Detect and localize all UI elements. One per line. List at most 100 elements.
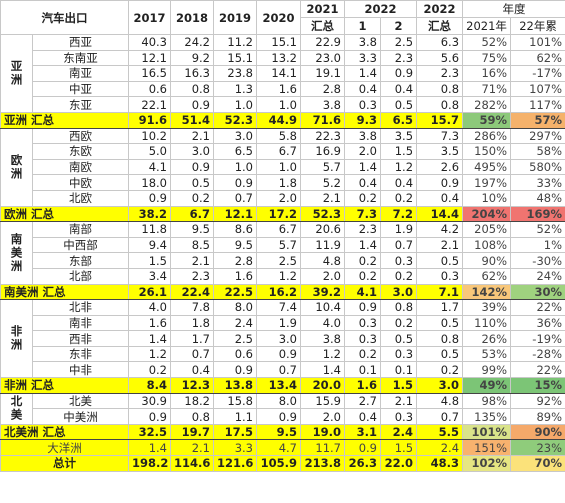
cell: 108% bbox=[462, 236, 512, 254]
cell: 16.3 bbox=[170, 65, 214, 82]
cell: 121.6 bbox=[213, 455, 257, 472]
cell: 114.6 bbox=[170, 455, 214, 472]
cell: 7.3 bbox=[344, 205, 381, 223]
cell: 2.4 bbox=[416, 439, 464, 457]
cell: 0.3 bbox=[416, 267, 464, 285]
cell: 2.0 bbox=[344, 143, 381, 160]
cell: 205% bbox=[462, 221, 512, 238]
total-row: 总计 198.2 114.6 121.6 105.9 213.8 26.3 22.0 48.3 1… bbox=[0, 455, 565, 472]
cell: 2.8 bbox=[213, 252, 257, 269]
cell: 286% bbox=[462, 127, 512, 145]
cell: 7.1 bbox=[416, 283, 464, 301]
cell: 1.8 bbox=[170, 314, 214, 332]
cell: 4.1 bbox=[128, 158, 171, 176]
cell: 0.2 bbox=[344, 189, 381, 207]
cell: 1.0 bbox=[213, 158, 257, 176]
cell: 22.5 bbox=[213, 283, 257, 301]
cell: 10.4 bbox=[300, 299, 345, 316]
cell: 8.6 bbox=[213, 221, 257, 238]
data-row: 东非 1.2 0.7 0.6 0.9 1.2 0.2 0.3 0.5 53% -28% bbox=[1, 345, 565, 363]
cell: 0.4 bbox=[170, 361, 214, 379]
cell: 0.9 bbox=[170, 96, 214, 113]
cell: 5.6 bbox=[416, 49, 464, 67]
cell: 213.8 bbox=[300, 455, 345, 472]
cell: 0.8 bbox=[170, 80, 214, 98]
cell: 18.2 bbox=[170, 392, 214, 410]
cell: 0.4 bbox=[416, 189, 464, 207]
cell: 16.9 bbox=[300, 143, 345, 160]
cell: 495% bbox=[462, 158, 512, 176]
cell: 1.2 bbox=[256, 267, 301, 285]
year: 2022 bbox=[416, 0, 464, 18]
cell: 0.5 bbox=[416, 252, 464, 269]
cell: 3.8 bbox=[300, 330, 345, 347]
cell: 1.6 bbox=[213, 267, 257, 285]
row-name: 东欧 bbox=[32, 143, 129, 160]
cell: 2.1 bbox=[379, 392, 418, 410]
cell: 10% bbox=[462, 189, 512, 207]
cell: 19.1 bbox=[300, 65, 345, 82]
cell: 101% bbox=[462, 423, 512, 441]
cell: 71% bbox=[462, 80, 512, 98]
cell: 0.7 bbox=[213, 189, 257, 207]
row-name: 东部 bbox=[32, 252, 129, 269]
row-name: 总计 bbox=[0, 455, 129, 472]
cell: 2.4 bbox=[213, 314, 257, 332]
cell: 10.2 bbox=[128, 127, 171, 145]
data-row: 亚洲 西亚 40.3 24.2 11.2 15.1 22.9 3.8 2.5 6.3 52% 101% bbox=[0, 34, 565, 113]
cell: 0.2 bbox=[344, 345, 381, 363]
cell: 52.3 bbox=[300, 205, 345, 223]
data-row: 北部 3.4 2.3 1.6 1.2 2.0 0.2 0.2 0.3 62% 24% bbox=[1, 267, 565, 285]
export-table: 汽车出口 2017 2018 2019 2020 2021 2022 2022 … bbox=[0, 0, 565, 472]
data-row: 北美 北美 30.9 18.2 15.8 8.0 15.9 2.7 2.1 4.8 98% 92% bbox=[0, 392, 565, 425]
cell: 0.6 bbox=[128, 80, 171, 98]
cell: 22.9 bbox=[300, 34, 345, 51]
cell: 16.2 bbox=[256, 283, 301, 301]
cell: 0.5 bbox=[170, 174, 214, 191]
cell: 0.8 bbox=[379, 299, 418, 316]
cell: 2.3 bbox=[416, 65, 464, 82]
cell: 1.4 bbox=[128, 330, 171, 347]
cell: 1.9 bbox=[379, 221, 418, 238]
data-row: 东部 1.5 2.1 2.8 2.5 4.8 0.2 0.3 0.5 90% -30% bbox=[1, 252, 565, 269]
cell: 15.8 bbox=[213, 392, 257, 410]
cell: 3.3 bbox=[344, 49, 381, 67]
cell: 14.1 bbox=[256, 65, 301, 82]
cell: 0.8 bbox=[416, 80, 464, 98]
cell: 0.7 bbox=[170, 345, 214, 363]
data-row: 中美洲 0.9 0.8 1.1 0.9 2.0 0.4 0.3 0.7 135% 89% bbox=[1, 408, 565, 425]
cell: 1.9 bbox=[256, 314, 301, 332]
row-name: 大洋洲 bbox=[0, 439, 129, 457]
row-name: 南亚 bbox=[32, 65, 129, 82]
cell: 4.8 bbox=[416, 392, 464, 410]
cell: 98% bbox=[462, 392, 512, 410]
cell: 4.2 bbox=[416, 221, 464, 238]
cell: 5.7 bbox=[256, 236, 301, 254]
cell: 0.3 bbox=[379, 252, 418, 269]
cell: 53% bbox=[462, 345, 512, 363]
cell: 3.0 bbox=[416, 377, 464, 394]
cell: 9.5 bbox=[256, 423, 301, 441]
cell: 49% bbox=[462, 377, 512, 394]
cell: 0.3 bbox=[344, 96, 381, 113]
cell: 18.0 bbox=[128, 174, 171, 191]
cell: 1.4 bbox=[344, 236, 381, 254]
cell: 1% bbox=[510, 236, 565, 254]
oceania-row: 大洋洲 1.4 2.1 3.3 4.7 11.7 0.9 1.5 2.4 151% 23% bbox=[0, 439, 565, 457]
cell: 19.7 bbox=[170, 423, 214, 441]
cell: 2.7 bbox=[344, 392, 381, 410]
cell: 0.9 bbox=[379, 65, 418, 82]
cell: 16% bbox=[462, 65, 512, 82]
annual-sub: 2021年 bbox=[462, 17, 512, 35]
cell: 3.1 bbox=[344, 423, 381, 441]
cell: 89% bbox=[510, 408, 565, 425]
row-name: 中欧 bbox=[32, 174, 129, 191]
cell: 0.2 bbox=[344, 252, 381, 269]
cell: 0.4 bbox=[344, 174, 381, 191]
cell: 48.3 bbox=[416, 455, 464, 472]
cell: 0.5 bbox=[416, 314, 464, 332]
region-label: 北美 bbox=[0, 392, 33, 425]
cell: 0.9 bbox=[256, 345, 301, 363]
cell: 24.2 bbox=[170, 34, 214, 51]
cell: 3.8 bbox=[300, 96, 345, 113]
